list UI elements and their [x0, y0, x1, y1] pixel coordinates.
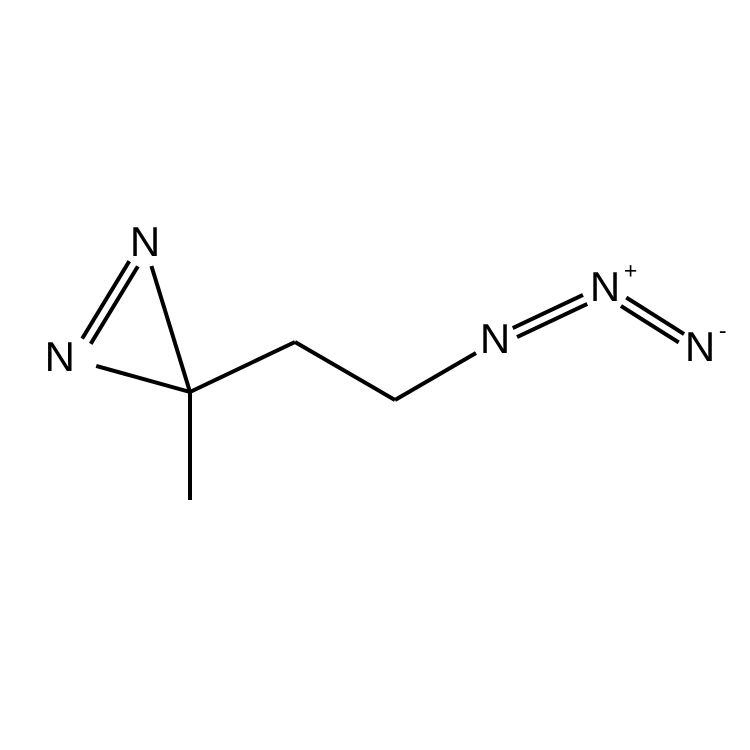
atom-label: N — [480, 315, 510, 362]
charge-label: + — [624, 257, 637, 283]
atom-label: N — [685, 323, 715, 370]
molecule-diagram: NNNN+N- — [0, 0, 750, 750]
atom-label: N — [130, 218, 160, 265]
atom-label: N — [45, 333, 75, 380]
atom-label: N — [590, 263, 620, 310]
charge-label: - — [719, 317, 727, 343]
